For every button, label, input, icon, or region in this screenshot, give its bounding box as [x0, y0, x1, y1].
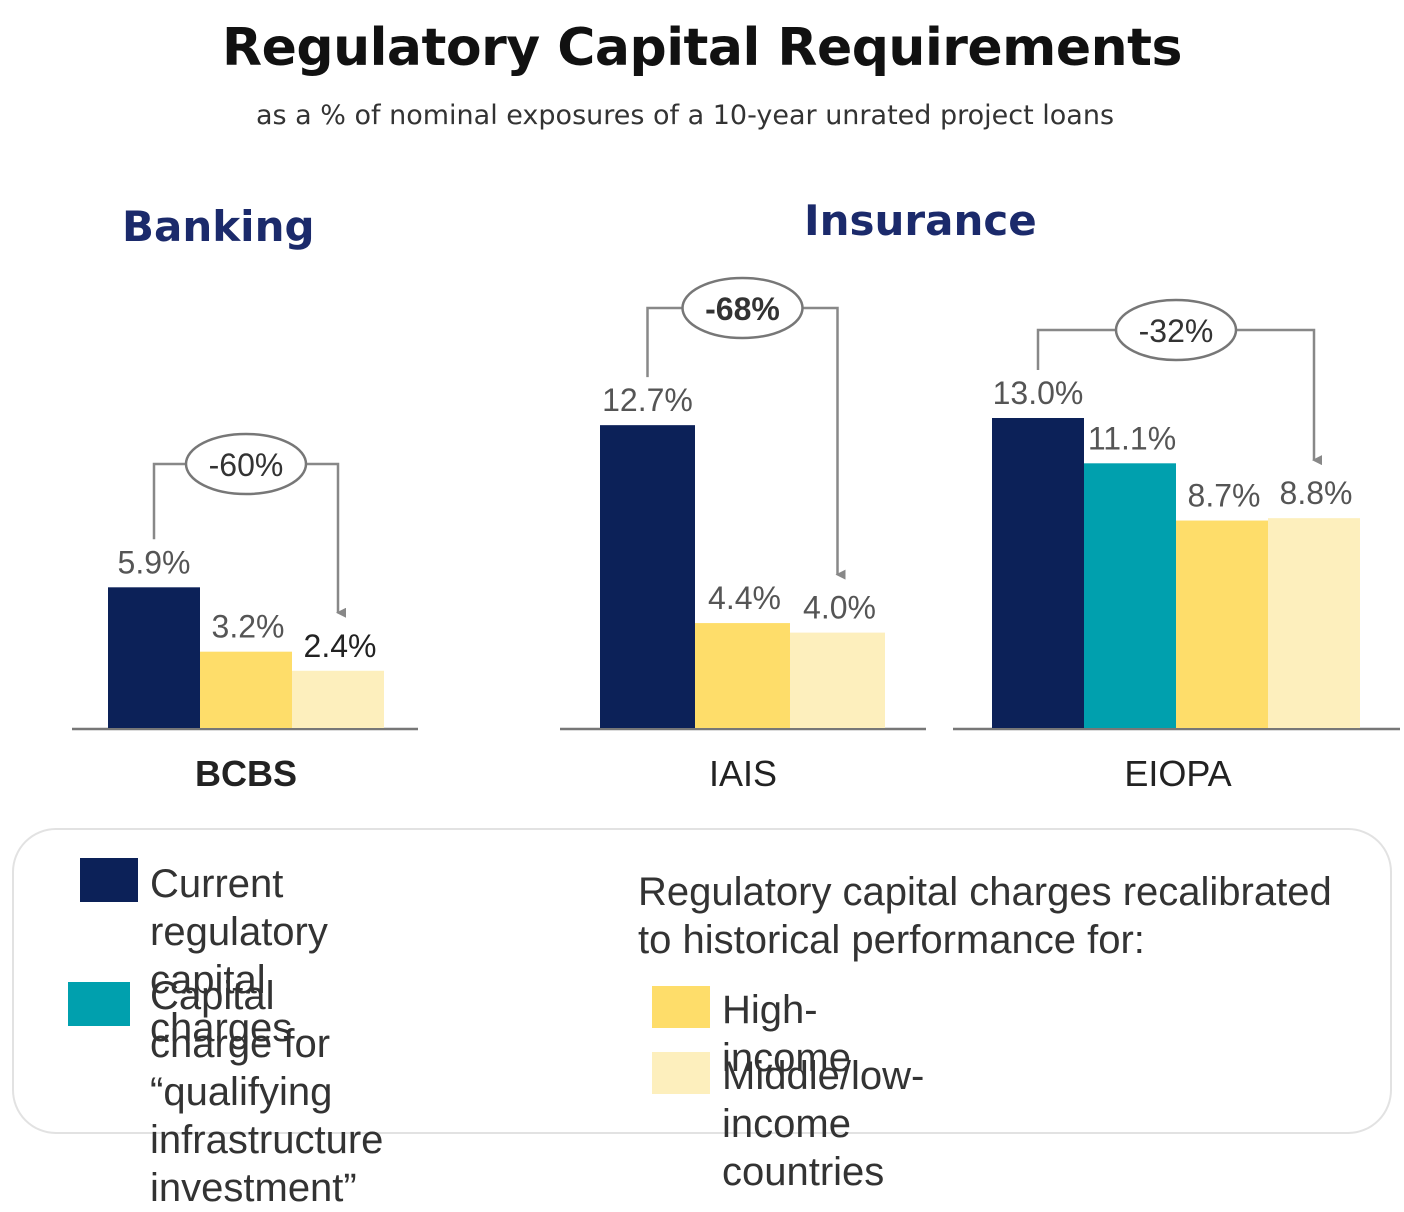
bar-iais-high_income: [695, 623, 790, 728]
data-label-iais-middle_low_income: 4.0%: [803, 590, 876, 626]
change-oval-iais: [681, 276, 804, 340]
chart-subtitle: as a % of nominal exposures of a 10-year…: [255, 100, 1115, 131]
category-label-eiopa: EIOPA: [1124, 753, 1231, 794]
data-label-eiopa-qualifying: 11.1%: [1088, 420, 1176, 456]
data-label-iais-high_income: 4.4%: [708, 580, 781, 616]
change-oval-eiopa: [1114, 298, 1238, 362]
legend-heading-recalibrated: Regulatory capital charges recalibrated …: [638, 870, 1332, 962]
legend-label-qualifying: Capital charge for “qualifying infrastru…: [150, 974, 384, 1210]
legend-swatch-qualifying: [68, 982, 130, 1026]
bar-iais-middle_low_income: [790, 632, 885, 728]
legend: Current regulatory capital charges Capit…: [12, 828, 1392, 1210]
data-label-eiopa-high_income: 8.7%: [1188, 478, 1261, 514]
section-heading-insurance: Insurance: [804, 196, 1037, 245]
legend-swatch-current: [80, 858, 138, 902]
category-label-iais: IAIS: [709, 753, 777, 794]
change-oval-bcbs: [184, 432, 308, 496]
legend-swatch-high-income: [652, 986, 710, 1028]
legend-swatch-middle-low-income: [652, 1052, 710, 1094]
data-label-bcbs-high_income: 3.2%: [212, 609, 285, 645]
bar-bcbs-middle_low_income: [292, 670, 384, 728]
change-label-eiopa: -32%: [1139, 313, 1214, 349]
change-label-iais: -68%: [705, 291, 780, 327]
data-label-iais-current: 12.7%: [602, 382, 693, 418]
data-label-bcbs-current: 5.9%: [118, 544, 191, 580]
bar-bcbs-current: [108, 587, 200, 728]
category-label-bcbs: BCBS: [195, 753, 297, 794]
data-label-eiopa-current: 13.0%: [993, 375, 1084, 411]
chart-title: Regulatory Capital Requirements: [222, 18, 1182, 78]
legend-label-middle-low-income: Middle/low-income countries: [722, 1054, 925, 1194]
data-label-eiopa-middle_low_income: 8.8%: [1280, 475, 1353, 511]
bar-bcbs-high_income: [200, 651, 292, 728]
data-label-bcbs-middle_low_income: 2.4%: [304, 628, 377, 664]
bar-iais-current: [600, 425, 695, 728]
section-heading-banking: Banking: [122, 202, 315, 251]
change-label-bcbs: -60%: [209, 447, 284, 483]
legend-label-current: Current regulatory capital charges: [150, 862, 328, 1050]
bar-eiopa-current: [992, 418, 1084, 728]
bar-eiopa-middle_low_income: [1268, 518, 1360, 728]
bar-eiopa-qualifying: [1084, 463, 1176, 728]
bar-chart: 5.9% 3.2% 2.4% BCBS -60% 12.7% 4.4% 4.0% IAIS -68…: [72, 276, 1400, 794]
bar-eiopa-high_income: [1176, 520, 1268, 728]
legend-label-high-income: High-income: [722, 988, 851, 1080]
